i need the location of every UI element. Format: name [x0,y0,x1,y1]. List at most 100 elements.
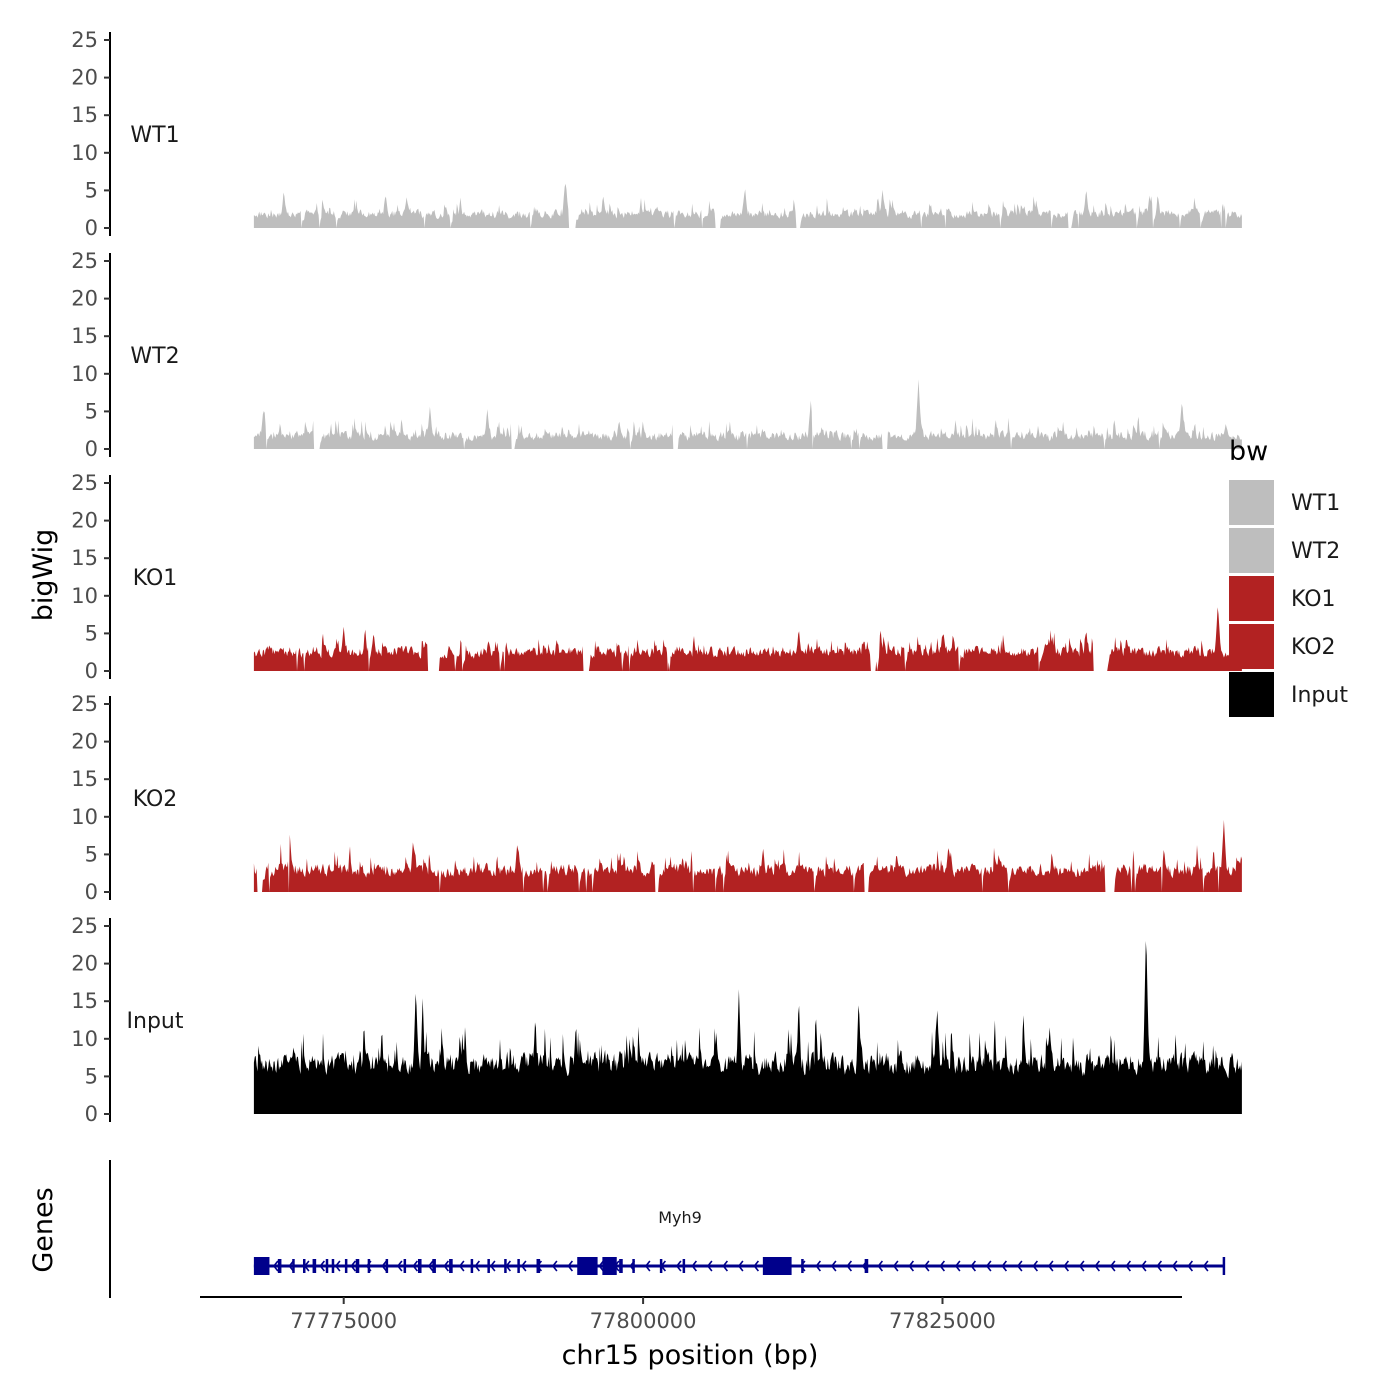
x-tick-label: 77800000 [590,1309,697,1333]
strand-arrow [489,1260,496,1272]
track-wt1: 0 5 10 15 20 25 WT1 [71,28,1242,240]
track-wt2: 0 5 10 15 20 25 WT2 [71,249,1242,461]
signal-area [253,183,1242,228]
signal-area [253,819,1242,892]
strand-arrow [954,1260,961,1272]
y-tick-label: 10 [71,805,98,829]
strand-arrow [691,1260,698,1272]
y-tick-label: 20 [71,66,98,90]
x-tick-label: 77775000 [290,1309,397,1333]
x-axis: 77775000 77800000 77825000 [200,1296,1182,1333]
exon [253,1257,270,1275]
exon [577,1257,598,1275]
y-tick-label: 5 [85,1064,98,1088]
y-tick-label: 25 [71,471,98,495]
strand-arrow [443,1260,450,1272]
exon [864,1259,869,1273]
strand-arrow [381,1260,388,1272]
y-tick-label: 15 [71,767,98,791]
strand-arrow [830,1260,837,1272]
exon [517,1259,520,1273]
exon [325,1259,329,1273]
gene-track: Myh9 [109,1160,1226,1298]
legend-label-wt1: WT1 [1291,491,1340,516]
y-tick-label: 25 [71,28,98,52]
strand-arrow [939,1260,946,1272]
strand-arrow [396,1260,403,1272]
x-axis-title: chr15 position (bp) [562,1340,819,1371]
x-tick-label: 77825000 [889,1309,996,1333]
exon [682,1259,686,1273]
y-tick-label: 15 [71,989,98,1013]
y-tick-label: 0 [85,1102,98,1126]
y-tick-label: 5 [85,399,98,423]
strand-arrow [474,1260,481,1272]
exon [403,1259,407,1273]
exon [659,1259,663,1273]
y-tick-label: 20 [71,287,98,311]
exon [302,1259,306,1273]
strand-arrow [288,1260,295,1272]
signal-tracks: 0510152025WT10510152025WT20510152025KO10… [71,28,1242,1126]
track-label: WT2 [130,344,179,369]
strand-arrow [970,1260,977,1272]
genes-axis-title: Genes [28,1187,59,1272]
strand-arrow [846,1260,853,1272]
strand-arrow [1032,1260,1039,1272]
strand-arrow [1171,1260,1178,1272]
signal-area [253,941,1242,1114]
exon [367,1259,371,1273]
strand-arrow [1202,1260,1209,1272]
y-tick-label: 20 [71,952,98,976]
legend: bw WT1 WT2 KO1 KO2 Input [1229,436,1348,717]
legend-swatch-wt2 [1229,528,1274,573]
y-tick-label: 10 [71,584,98,608]
strand-arrow [923,1260,930,1272]
strand-arrow [1156,1260,1163,1272]
exon [344,1259,348,1273]
strand-arrow [1109,1260,1116,1272]
strand-arrow [567,1260,574,1272]
exon [536,1259,541,1273]
strand-arrow [908,1260,915,1272]
y-tick-label: 25 [71,249,98,273]
y-tick-label: 10 [71,141,98,165]
legend-label-ko1: KO1 [1291,587,1336,612]
exon [470,1259,474,1273]
y-tick-label: 5 [85,178,98,202]
signal-area [253,379,1242,449]
strand-arrow [598,1260,605,1272]
track-input: 0 5 10 15 20 25 Input [71,914,1242,1126]
exon [292,1259,295,1273]
strand-arrow [644,1260,651,1272]
strand-arrow [1047,1260,1054,1272]
legend-label-input: Input [1291,683,1348,708]
exon [602,1257,617,1275]
legend-title: bw [1229,436,1268,467]
strand-arrow [551,1260,558,1272]
legend-swatch-ko1 [1229,576,1274,621]
legend-swatch-ko2 [1229,624,1274,669]
strand-arrow [722,1260,729,1272]
exon [762,1257,792,1275]
exon [331,1259,335,1273]
track-label: WT1 [130,123,179,148]
exon [504,1259,507,1273]
strand-arrow [334,1260,341,1272]
y-tick-label: 0 [85,216,98,240]
y-axis-title: bigWig [28,529,59,622]
y-tick-label: 10 [71,362,98,386]
y-tick-label: 15 [71,103,98,127]
strand-arrow [412,1260,419,1272]
legend-swatch-input [1229,672,1274,717]
exon [449,1259,453,1273]
strand-arrow [458,1260,465,1272]
exon [801,1259,804,1273]
exon [277,1259,282,1273]
strand-arrow [985,1260,992,1272]
y-tick-label: 25 [71,692,98,716]
strand-arrow [319,1260,326,1272]
strand-arrow [1125,1260,1132,1272]
track-ko2: 0 5 10 15 20 25 KO2 [71,692,1242,904]
strand-arrow [1016,1260,1023,1272]
